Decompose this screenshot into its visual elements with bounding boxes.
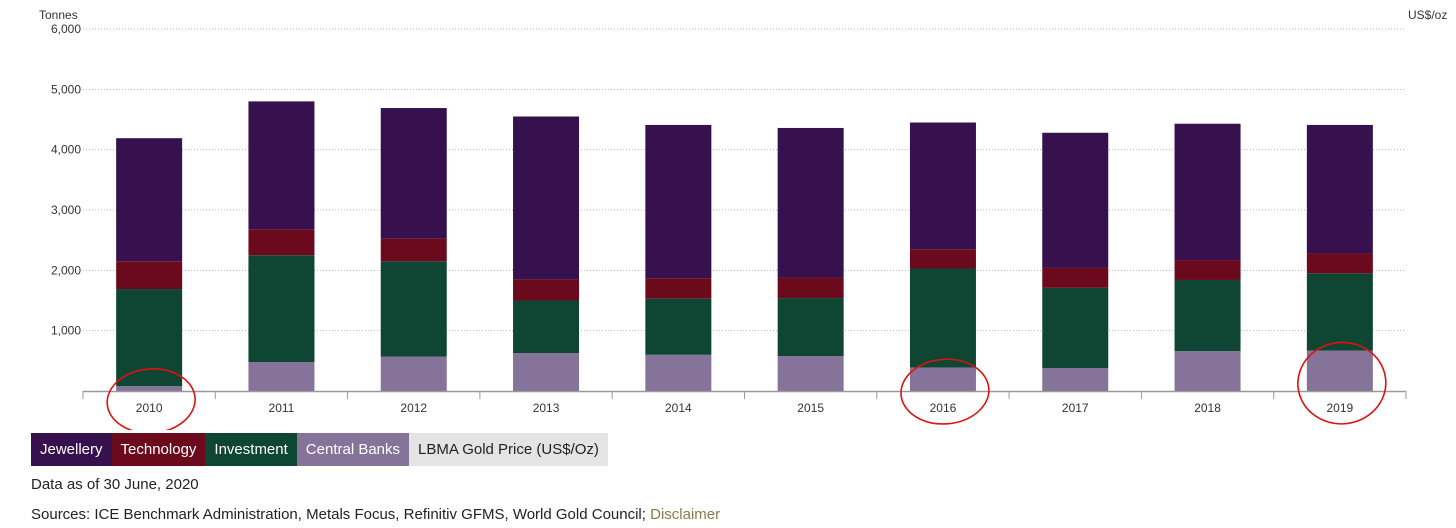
y-tick-label: 3,000 [51, 203, 81, 217]
bar-investment-2015[interactable] [777, 298, 844, 357]
x-tick-label: 2010 [136, 401, 163, 415]
bar-central-banks-2017[interactable] [1042, 368, 1109, 391]
x-tick-label: 2013 [533, 401, 560, 415]
x-tick-label: 2011 [269, 401, 295, 415]
x-tick-label: 2019 [1326, 401, 1353, 415]
legend-item-central-banks[interactable]: Central Banks [296, 433, 410, 466]
y-axis-unit-left: Tonnes [39, 8, 78, 22]
bar-technology-2012[interactable] [380, 238, 447, 262]
bar-technology-2016[interactable] [909, 249, 976, 269]
bar-technology-2015[interactable] [777, 277, 844, 299]
x-tick-label: 2014 [665, 401, 692, 415]
bar-jewellery-2014[interactable] [645, 124, 712, 279]
bar-technology-2010[interactable] [116, 261, 183, 290]
x-tick-label: 2016 [930, 401, 957, 415]
bar-technology-2019[interactable] [1306, 253, 1373, 274]
annotation-circle [106, 368, 196, 430]
y-tick-label: 5,000 [51, 82, 81, 96]
bar-investment-2013[interactable] [513, 300, 580, 353]
bar-technology-2014[interactable] [645, 278, 712, 299]
y-tick-label: 2,000 [51, 263, 81, 277]
bar-technology-2011[interactable] [248, 229, 315, 256]
x-axis: 2010 2011 2012 2013 2014 2015 2016 2017 2018 2019 [82, 390, 1407, 415]
bar-central-banks-2019[interactable] [1306, 350, 1373, 391]
data-date-note: Data as of 30 June, 2020 [31, 476, 199, 493]
legend: Jewellery Technology Investment Central … [31, 433, 608, 466]
bar-central-banks-2012[interactable] [380, 356, 447, 391]
disclaimer-link[interactable]: Disclaimer [650, 506, 721, 523]
bar-central-banks-2010[interactable] [116, 386, 183, 391]
sources-line: Sources: ICE Benchmark Administration, M… [31, 506, 720, 523]
y-axis-unit-right: US$/oz [1408, 8, 1447, 22]
bar-jewellery-2018[interactable] [1174, 123, 1241, 261]
x-tick-label: 2015 [797, 401, 824, 415]
legend-item-technology[interactable]: Technology [111, 433, 206, 466]
y-tick-label: 6,000 [51, 22, 81, 36]
y-tick-label: 4,000 [51, 143, 81, 157]
legend-item-investment[interactable]: Investment [205, 433, 297, 466]
legend-item-lbma-gold-price[interactable]: LBMA Gold Price (US$/Oz) [409, 433, 608, 466]
bar-investment-2017[interactable] [1042, 287, 1109, 369]
bar-investment-2016[interactable] [909, 268, 976, 368]
bar-jewellery-2011[interactable] [248, 101, 315, 230]
bar-investment-2014[interactable] [645, 298, 712, 355]
bar-jewellery-2019[interactable] [1306, 124, 1373, 254]
bar-technology-2018[interactable] [1174, 260, 1241, 280]
bar-investment-2010[interactable] [116, 289, 183, 387]
bar-central-banks-2011[interactable] [248, 362, 315, 391]
bars [116, 101, 1373, 391]
bar-investment-2011[interactable] [248, 255, 315, 363]
annotation-circle [900, 358, 990, 425]
legend-item-jewellery[interactable]: Jewellery [31, 433, 112, 466]
x-tick-label: 2012 [400, 401, 427, 415]
bar-central-banks-2015[interactable] [777, 356, 844, 391]
gridlines: 1,000 2,000 3,000 4,000 5,000 6,000 [51, 22, 1406, 338]
annotations [106, 341, 1387, 430]
bar-jewellery-2010[interactable] [116, 138, 183, 262]
annotation-circle [1297, 341, 1387, 425]
bar-central-banks-2014[interactable] [645, 354, 712, 391]
bar-jewellery-2015[interactable] [777, 127, 844, 278]
x-tick-label: 2018 [1194, 401, 1221, 415]
sources-text: Sources: ICE Benchmark Administration, M… [31, 506, 651, 523]
bar-jewellery-2016[interactable] [909, 122, 976, 250]
bar-technology-2017[interactable] [1042, 267, 1109, 288]
bar-jewellery-2013[interactable] [513, 116, 580, 280]
bar-jewellery-2012[interactable] [380, 108, 447, 239]
y-tick-label: 1,000 [51, 324, 81, 338]
bar-central-banks-2018[interactable] [1174, 351, 1241, 391]
bar-investment-2018[interactable] [1174, 279, 1241, 352]
bar-central-banks-2016[interactable] [909, 367, 976, 391]
x-tick-label: 2017 [1062, 401, 1089, 415]
bar-jewellery-2017[interactable] [1042, 132, 1109, 268]
bar-investment-2019[interactable] [1306, 273, 1373, 351]
bar-technology-2013[interactable] [513, 279, 580, 301]
bar-central-banks-2013[interactable] [513, 352, 580, 391]
bar-investment-2012[interactable] [380, 261, 447, 357]
